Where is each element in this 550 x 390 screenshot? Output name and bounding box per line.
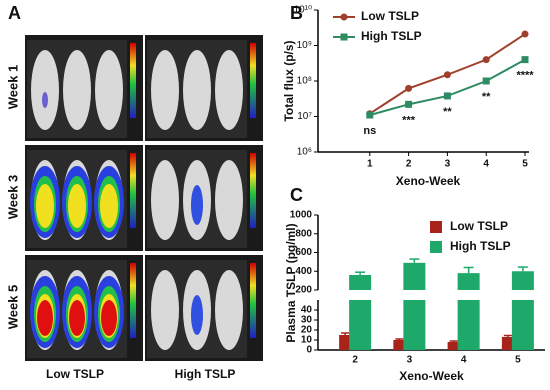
mouse bbox=[95, 50, 123, 130]
marker bbox=[443, 71, 451, 79]
legend-swatch bbox=[430, 221, 442, 233]
y-axis-label: Total flux (p/s) bbox=[282, 40, 296, 121]
heat-red bbox=[101, 300, 117, 336]
y-tick-label: 20 bbox=[301, 325, 313, 336]
heat-blue bbox=[191, 185, 203, 225]
row-label: Week 5 bbox=[5, 285, 20, 330]
x-tick-label: 1 bbox=[367, 159, 373, 170]
significance: ** bbox=[443, 106, 452, 118]
y-tick-label: 10⁷ bbox=[297, 111, 312, 122]
bar bbox=[447, 342, 460, 350]
legend-label: High TSLP bbox=[361, 29, 422, 43]
y-tick-label: 10¹⁰ bbox=[294, 5, 312, 16]
panel-label: B bbox=[290, 3, 303, 23]
bar-lower bbox=[403, 300, 426, 350]
significance: *** bbox=[402, 114, 416, 126]
bar-upper bbox=[511, 271, 534, 290]
mouse bbox=[151, 160, 179, 240]
y-tick-label: 400 bbox=[295, 266, 312, 277]
bar bbox=[501, 337, 514, 350]
colorbar bbox=[130, 43, 136, 118]
y-tick-label: 30 bbox=[301, 315, 313, 326]
mouse bbox=[183, 50, 211, 130]
marker bbox=[521, 56, 529, 64]
mouse bbox=[215, 50, 243, 130]
y-tick-label: 40 bbox=[301, 305, 313, 316]
marker bbox=[482, 56, 490, 64]
legend-marker bbox=[340, 33, 348, 41]
colorbar bbox=[130, 153, 136, 228]
bar-upper bbox=[349, 275, 372, 290]
colorbar bbox=[130, 263, 136, 338]
panel-label: C bbox=[290, 185, 303, 205]
mouse bbox=[215, 160, 243, 240]
row-label: Week 3 bbox=[5, 175, 20, 220]
legend-label: High TSLP bbox=[450, 239, 511, 253]
significance: ns bbox=[363, 125, 376, 137]
y-tick-label: 10⁸ bbox=[297, 76, 312, 87]
y-tick-label: 800 bbox=[295, 228, 312, 239]
marker bbox=[366, 111, 374, 119]
x-tick-label: 3 bbox=[407, 355, 413, 366]
mouse bbox=[215, 270, 243, 350]
heat-yellow bbox=[68, 184, 86, 228]
significance: ** bbox=[482, 91, 491, 103]
mouse bbox=[151, 270, 179, 350]
legend-swatch bbox=[430, 241, 442, 253]
bar-upper bbox=[457, 273, 480, 290]
x-tick-label: 4 bbox=[483, 159, 489, 170]
x-axis-label: Xeno-Week bbox=[396, 174, 461, 188]
marker bbox=[405, 84, 413, 92]
bar-lower bbox=[349, 300, 372, 350]
y-tick-label: 200 bbox=[295, 285, 312, 296]
y-tick-label: 0 bbox=[306, 345, 312, 356]
y-tick-label: 10⁹ bbox=[297, 40, 312, 51]
marker bbox=[405, 100, 413, 108]
column-label: Low TSLP bbox=[46, 367, 104, 381]
colorbar bbox=[250, 263, 256, 338]
y-tick-label: 10 bbox=[301, 335, 313, 346]
colorbar bbox=[250, 43, 256, 118]
marker bbox=[443, 92, 451, 100]
heat-yellow bbox=[100, 184, 118, 228]
marker bbox=[521, 30, 529, 38]
panel-label: A bbox=[8, 3, 21, 23]
bar bbox=[393, 340, 406, 350]
column-label: High TSLP bbox=[175, 367, 236, 381]
y-axis-label: Plasma TSLP (pg/ml) bbox=[284, 223, 298, 342]
mouse bbox=[151, 50, 179, 130]
x-tick-label: 3 bbox=[445, 159, 451, 170]
panel-b: B 10⁶ 10⁷ 10⁸ 10⁹ 10¹⁰ 1 2 3 4 5 Xeno-Week Total flu… bbox=[282, 3, 534, 188]
x-tick-label: 5 bbox=[515, 355, 521, 366]
mouse bbox=[31, 50, 59, 130]
legend-marker bbox=[340, 13, 348, 21]
legend-label: Low TSLP bbox=[361, 9, 419, 23]
bar-upper bbox=[403, 262, 426, 290]
panel-a: A Week 1 Week 3 Week 5 Low TSLP High TSLP bbox=[5, 3, 263, 381]
y-tick-label: 1000 bbox=[290, 210, 313, 221]
legend-label: Low TSLP bbox=[450, 219, 508, 233]
bar-lower bbox=[457, 300, 480, 350]
row-label: Week 1 bbox=[5, 65, 20, 110]
heat-red bbox=[37, 300, 53, 336]
x-axis-label: Xeno-Week bbox=[399, 369, 464, 383]
x-tick-label: 2 bbox=[352, 355, 358, 366]
mouse bbox=[63, 50, 91, 130]
x-tick-label: 5 bbox=[522, 159, 528, 170]
heat-red bbox=[69, 300, 85, 336]
significance: **** bbox=[516, 70, 534, 82]
x-tick-label: 2 bbox=[406, 159, 412, 170]
heat-yellow bbox=[36, 184, 54, 228]
colorbar bbox=[250, 153, 256, 228]
heat-blue bbox=[191, 295, 203, 335]
y-tick-label: 10⁶ bbox=[297, 147, 312, 158]
bar bbox=[339, 335, 352, 350]
y-tick-label: 600 bbox=[295, 247, 312, 258]
x-tick-label: 4 bbox=[461, 355, 467, 366]
bar-lower bbox=[511, 300, 534, 350]
marker bbox=[482, 77, 490, 85]
heat-spot bbox=[42, 92, 48, 108]
